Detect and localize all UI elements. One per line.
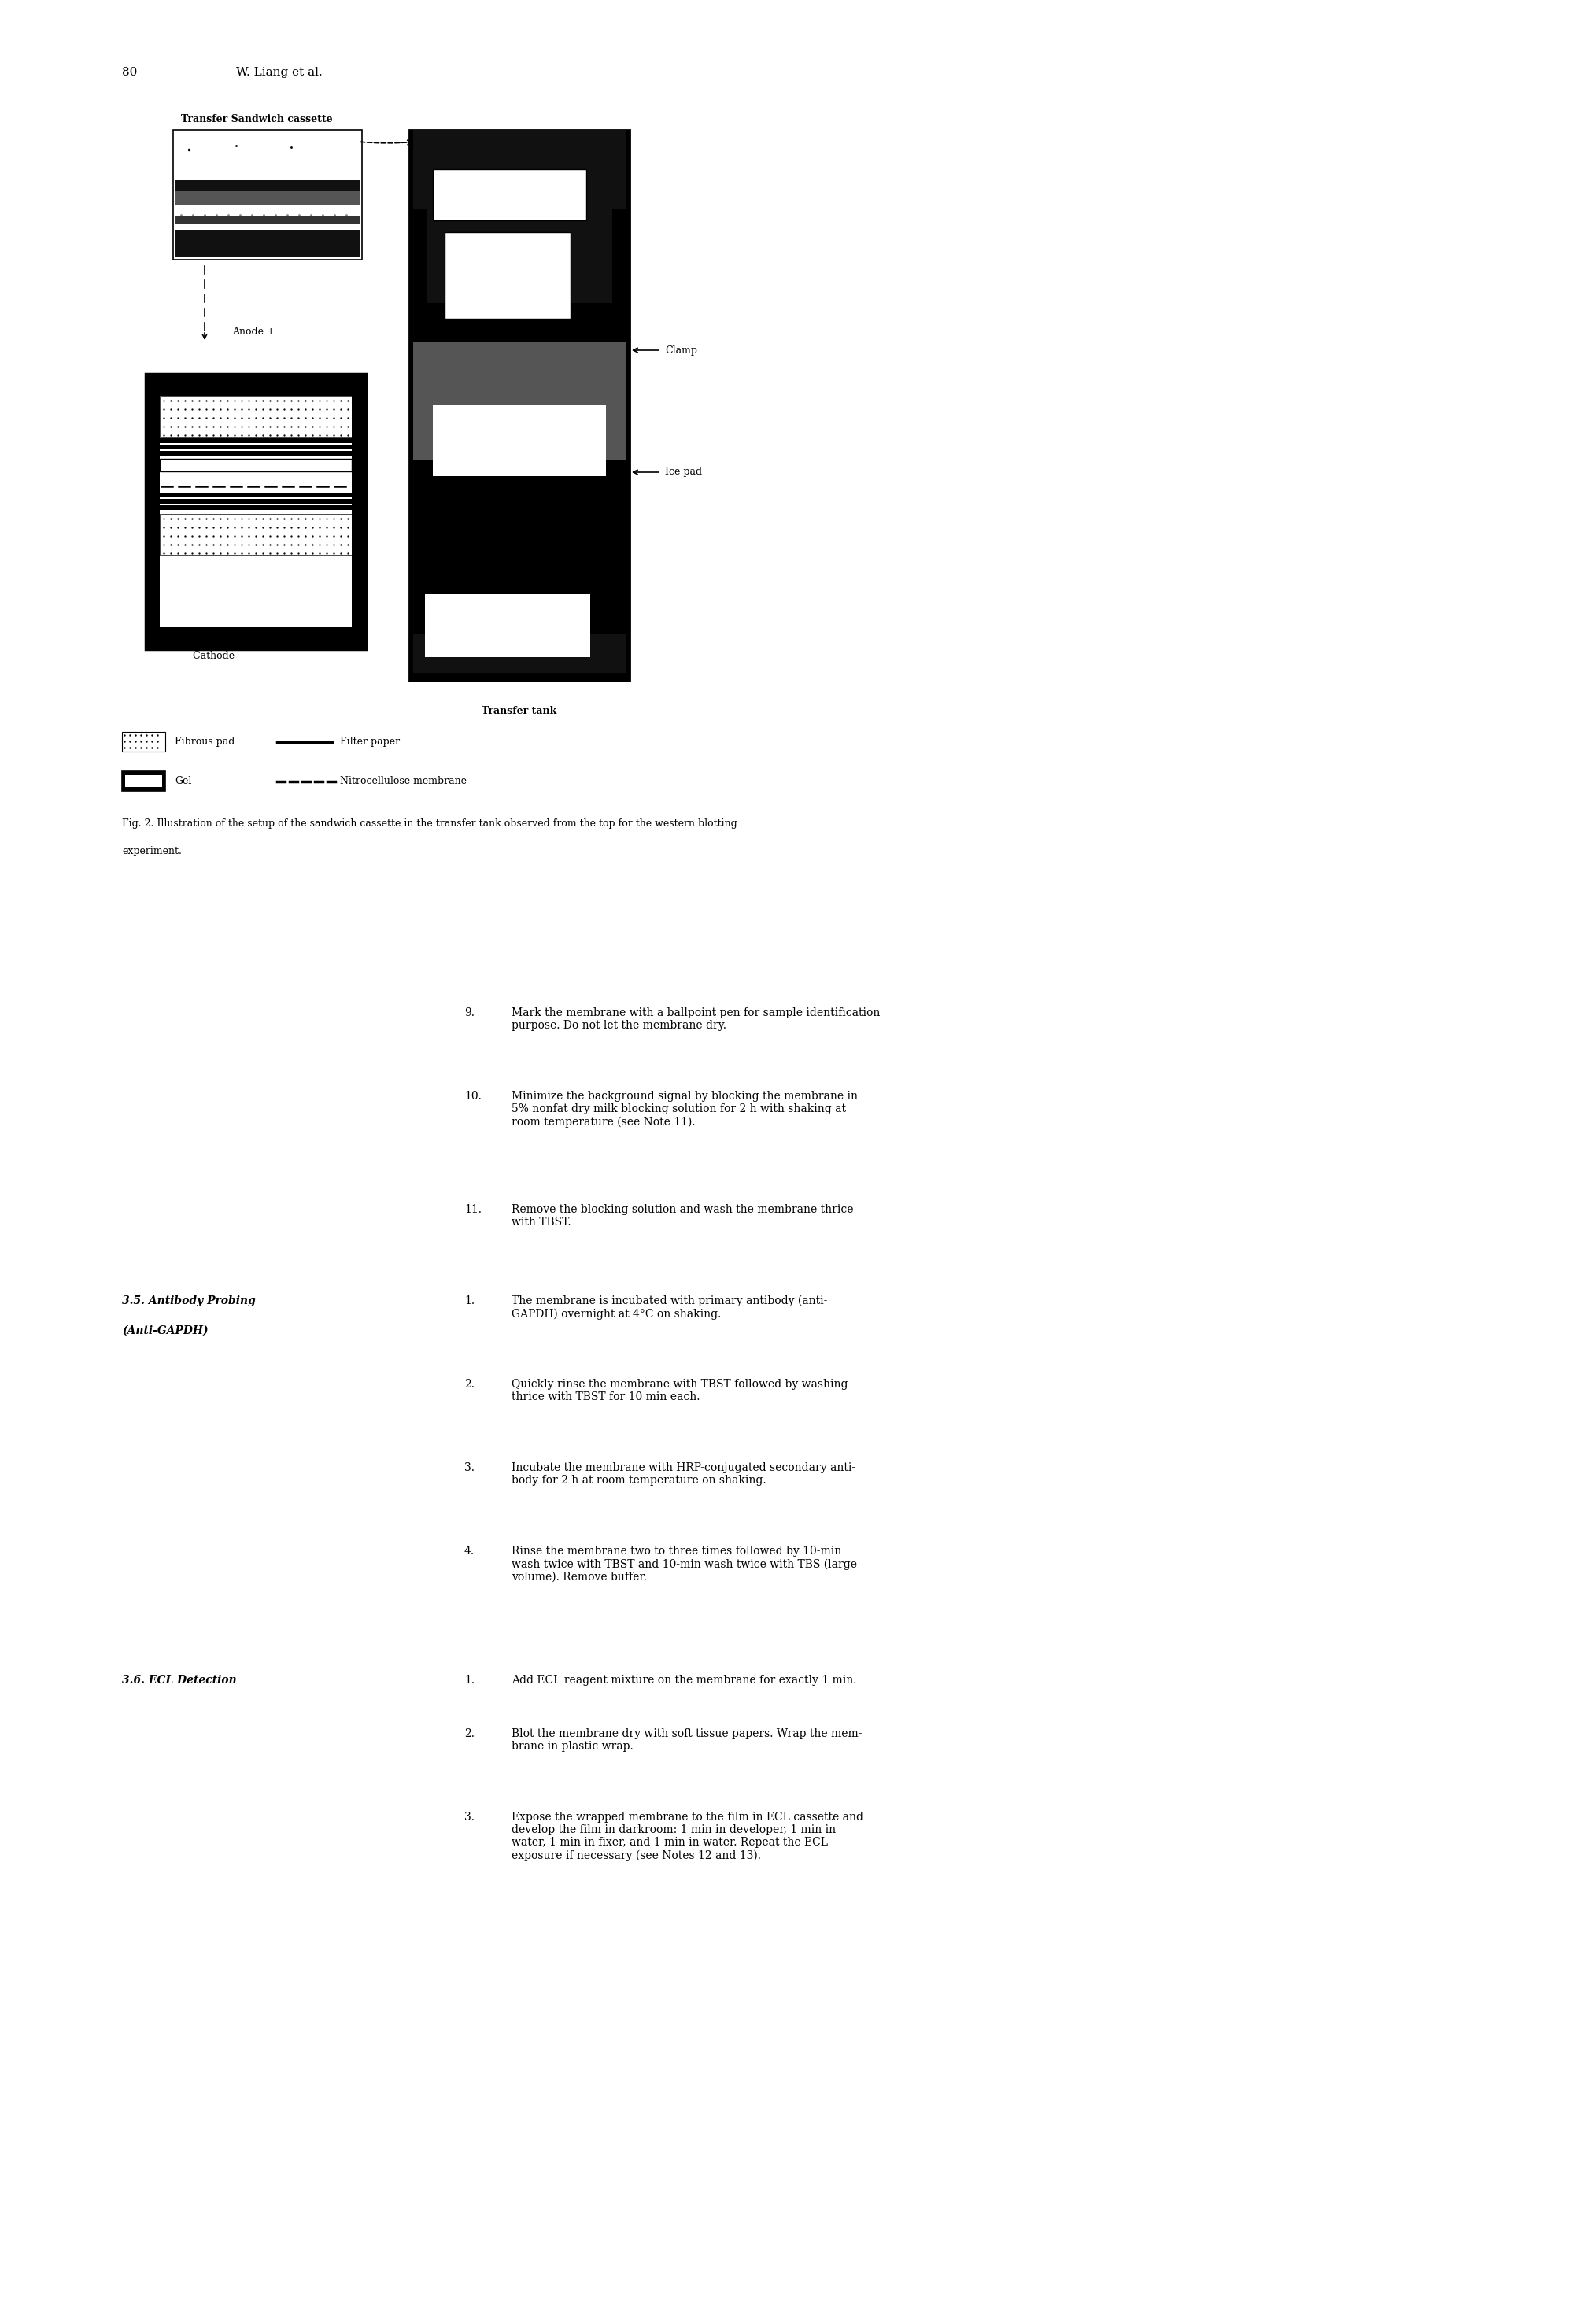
- Bar: [175, 191, 359, 205]
- Text: Minimize the background signal by blocking the membrane in
5% nonfat dry milk bl: Minimize the background signal by blocki…: [512, 1090, 858, 1127]
- Bar: [433, 404, 606, 476]
- Bar: [175, 230, 359, 258]
- Bar: [160, 507, 351, 509]
- Text: 80: 80: [122, 67, 138, 79]
- Text: 2.: 2.: [465, 1378, 474, 1390]
- Text: Clamp: Clamp: [666, 344, 697, 356]
- Bar: [160, 514, 351, 555]
- Bar: [413, 130, 626, 209]
- Text: experiment.: experiment.: [122, 846, 182, 855]
- Text: Add ECL reagent mixture on the membrane for exactly 1 min.: Add ECL reagent mixture on the membrane …: [512, 1676, 857, 1685]
- Bar: [175, 181, 359, 191]
- Bar: [145, 627, 365, 648]
- Text: The membrane is incubated with primary antibody (anti-
GAPDH) overnight at 4°C o: The membrane is incubated with primary a…: [512, 1294, 827, 1320]
- Text: 10.: 10.: [465, 1090, 482, 1102]
- Bar: [160, 451, 351, 456]
- Bar: [175, 216, 359, 225]
- Text: 1.: 1.: [465, 1676, 474, 1685]
- Bar: [175, 137, 359, 181]
- Bar: [145, 374, 365, 648]
- Bar: [160, 395, 351, 437]
- Text: Cathode -: Cathode -: [193, 651, 240, 660]
- Text: (Anti-GAPDH): (Anti-GAPDH): [122, 1325, 209, 1336]
- Bar: [351, 374, 365, 648]
- Text: Rinse the membrane two to three times followed by 10-min
wash twice with TBST an: Rinse the membrane two to three times fo…: [512, 1545, 857, 1583]
- Text: Anode +: Anode +: [232, 328, 275, 337]
- Bar: [413, 342, 626, 460]
- Text: W. Liang et al.: W. Liang et al.: [236, 67, 323, 79]
- Text: Transfer Sandwich cassette: Transfer Sandwich cassette: [180, 114, 332, 125]
- Bar: [122, 772, 166, 790]
- Text: Blot the membrane dry with soft tissue papers. Wrap the mem-
brane in plastic wr: Blot the membrane dry with soft tissue p…: [512, 1729, 862, 1752]
- Bar: [160, 493, 351, 497]
- Text: 3.6. ECL Detection: 3.6. ECL Detection: [122, 1676, 237, 1685]
- Text: 9.: 9.: [465, 1006, 474, 1018]
- Text: Gel: Gel: [175, 776, 191, 786]
- Bar: [145, 374, 365, 395]
- Text: 3.: 3.: [465, 1462, 474, 1473]
- Text: Mark the membrane with a ballpoint pen for sample identification
purpose. Do not: Mark the membrane with a ballpoint pen f…: [512, 1006, 881, 1032]
- Bar: [160, 439, 351, 442]
- Bar: [413, 634, 626, 674]
- Bar: [145, 374, 160, 648]
- Bar: [174, 130, 362, 260]
- Bar: [444, 232, 571, 318]
- Text: 1.: 1.: [465, 1294, 474, 1306]
- Text: 3.5. Antibody Probing: 3.5. Antibody Probing: [122, 1294, 256, 1306]
- Text: Remove the blocking solution and wash the membrane thrice
with TBST.: Remove the blocking solution and wash th…: [512, 1204, 854, 1227]
- Text: Ice pad: Ice pad: [666, 467, 702, 476]
- Bar: [425, 595, 590, 658]
- Bar: [160, 446, 351, 449]
- Text: Quickly rinse the membrane with TBST followed by washing
thrice with TBST for 10: Quickly rinse the membrane with TBST fol…: [512, 1378, 847, 1404]
- Bar: [427, 186, 612, 302]
- Text: 11.: 11.: [465, 1204, 482, 1215]
- Bar: [125, 776, 163, 788]
- Bar: [122, 732, 166, 751]
- Text: Filter paper: Filter paper: [340, 737, 400, 746]
- Text: 3.: 3.: [465, 1813, 474, 1822]
- Text: Transfer tank: Transfer tank: [482, 706, 557, 716]
- Text: Expose the wrapped membrane to the film in ECL cassette and
develop the film in : Expose the wrapped membrane to the film …: [512, 1813, 863, 1862]
- Text: 2.: 2.: [465, 1729, 474, 1738]
- Text: Nitrocellulose membrane: Nitrocellulose membrane: [340, 776, 466, 786]
- Bar: [160, 500, 351, 504]
- Bar: [409, 130, 629, 681]
- Text: 4.: 4.: [465, 1545, 474, 1557]
- Text: Incubate the membrane with HRP-conjugated secondary anti-
body for 2 h at room t: Incubate the membrane with HRP-conjugate…: [512, 1462, 855, 1485]
- Bar: [433, 170, 587, 221]
- Text: Fibrous pad: Fibrous pad: [175, 737, 236, 746]
- Text: Fig. 2. Illustration of the setup of the sandwich cassette in the transfer tank : Fig. 2. Illustration of the setup of the…: [122, 818, 737, 830]
- Bar: [160, 458, 351, 472]
